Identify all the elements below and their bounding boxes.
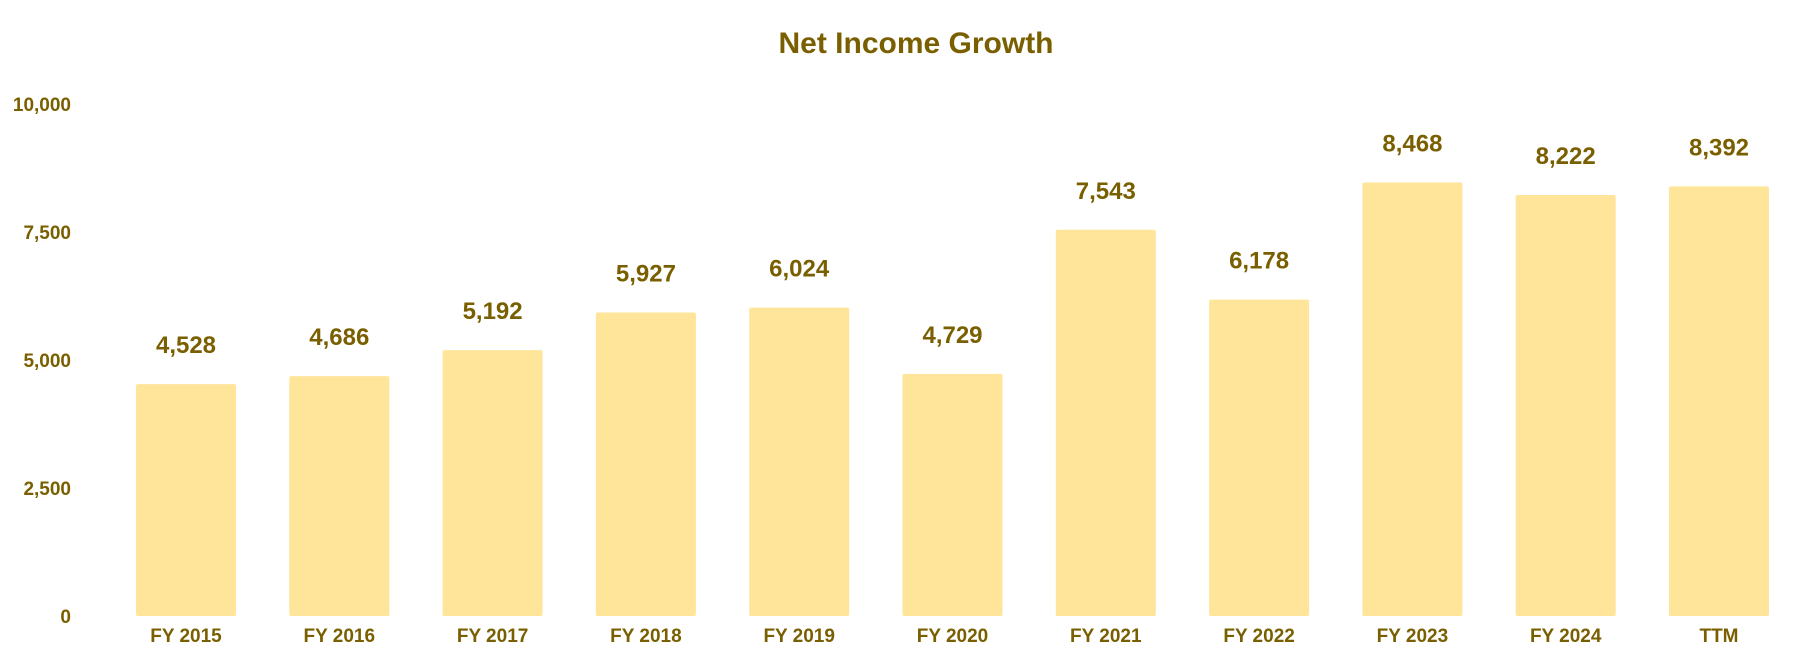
bar xyxy=(902,373,1003,616)
y-tick-label: 0 xyxy=(60,607,71,628)
bar xyxy=(749,307,850,616)
x-category-label: FY 2017 xyxy=(457,626,528,647)
y-axis: 0 2,500 5,000 7,500 10,000 xyxy=(13,95,71,628)
y-tick-label: 5,000 xyxy=(23,351,71,372)
x-category-label: FY 2015 xyxy=(150,626,222,647)
data-labels: 4,528 4,686 5,192 5,927 6,024 4,729 7,543 6,178… xyxy=(156,130,1749,359)
x-axis: FY 2015 FY 2016 FY 2017 FY 2018 FY 2019 FY 20… xyxy=(150,626,1738,647)
bar xyxy=(1515,195,1616,616)
x-category-label: TTM xyxy=(1699,626,1738,647)
bar-value-label: 8,392 xyxy=(1689,134,1749,161)
bar-value-label: 4,686 xyxy=(309,324,369,351)
bar xyxy=(1362,182,1463,616)
bar-value-label: 5,927 xyxy=(616,261,676,288)
bar xyxy=(289,376,390,616)
y-tick-label: 2,500 xyxy=(23,479,71,500)
y-tick-label: 7,500 xyxy=(23,223,71,244)
bar-value-label: 6,178 xyxy=(1229,248,1289,275)
bar-value-label: 7,543 xyxy=(1076,178,1136,205)
bar xyxy=(1055,229,1156,616)
chart-title: Net Income Growth xyxy=(778,27,1053,60)
bar-value-label: 4,528 xyxy=(156,332,216,359)
bar xyxy=(1209,299,1310,616)
bar xyxy=(136,384,236,616)
x-category-label: FY 2019 xyxy=(763,626,834,647)
y-tick-label: 10,000 xyxy=(13,95,71,116)
bar-value-label: 8,468 xyxy=(1382,130,1442,157)
bar-value-label: 8,222 xyxy=(1536,143,1596,170)
x-category-label: FY 2024 xyxy=(1530,626,1602,647)
x-category-label: FY 2023 xyxy=(1377,626,1448,647)
x-category-label: FY 2021 xyxy=(1070,626,1142,647)
bar-value-label: 4,729 xyxy=(922,322,982,349)
bar-value-label: 5,192 xyxy=(463,298,523,325)
bar xyxy=(442,350,543,616)
bar xyxy=(595,312,696,616)
bar-value-label: 6,024 xyxy=(769,256,830,283)
bar xyxy=(1669,186,1769,617)
bars xyxy=(136,182,1769,617)
x-category-label: FY 2018 xyxy=(610,626,681,647)
x-category-label: FY 2022 xyxy=(1223,626,1294,647)
x-category-label: FY 2020 xyxy=(917,626,988,647)
x-category-label: FY 2016 xyxy=(304,626,375,647)
